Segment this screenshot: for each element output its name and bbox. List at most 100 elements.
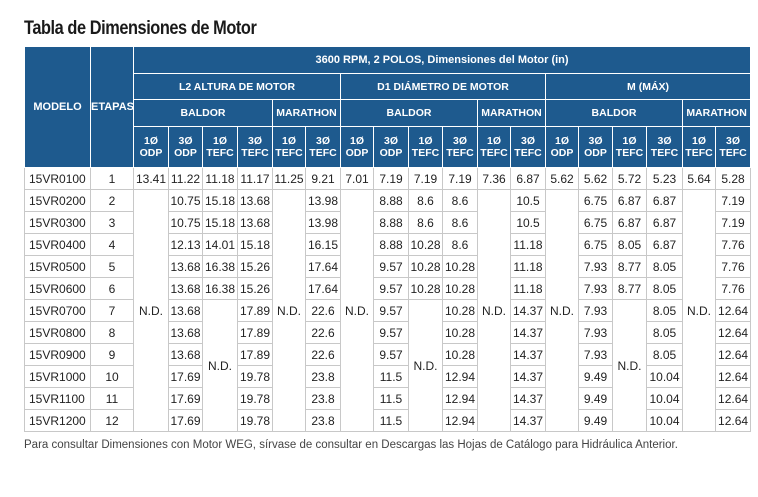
value-cell: 10.28 [408,255,443,278]
value-cell: 5.28 [714,167,752,190]
nd-cell: N.D. [545,189,579,432]
value-cell: 15.18 [202,211,238,234]
value-cell: 7.93 [578,255,613,278]
value-cell: 13.68 [237,211,273,234]
value-cell: 6.87 [612,189,647,212]
value-cell: 11.18 [202,167,238,190]
header-group-d1: D1 DIÁMETRO DE MOTOR [340,73,546,100]
value-cell: 10.04 [646,409,683,432]
header-type-label: TEFC [685,147,713,159]
value-cell: 22.6 [305,299,341,322]
header-type-p1-odp: 1Ø ODP [133,126,169,168]
model-cell: 15VR1100 [24,387,91,410]
value-cell: 9.57 [373,277,409,300]
motor-dimensions-table: MODELO ETAPAS 3600 RPM, 2 POLOS, Dimensi… [24,46,752,432]
model-cell: 15VR0200 [24,189,91,212]
stages-cell: 4 [90,233,134,256]
stages-cell: 10 [90,365,134,388]
header-phase-label: 1Ø [486,135,501,147]
stages-cell: 12 [90,409,134,432]
header-phase-label: 3Ø [383,135,398,147]
header-type-label: ODP [584,147,607,159]
nd-cell: N.D. [612,299,647,432]
header-type-p3-tefc: 3Ø TEFC [714,126,752,168]
table-row: 15VR0500 5 13.68 16.38 15.26 17.64 9.57 10.28 10… [24,255,752,278]
header-phase-label: 3Ø [520,135,535,147]
value-cell: 12.94 [442,409,478,432]
table-body: 15VR0100 1 13.41 11.22 11.18 11.17 11.25 9.21 7.… [24,167,752,432]
value-cell: 8.05 [646,277,683,300]
header-type-p3-odp: 3Ø ODP [168,126,203,168]
model-cell: 15VR0800 [24,321,91,344]
header-type-p3-odp: 3Ø ODP [373,126,409,168]
header-phase-label: 3Ø [452,135,467,147]
table-row: 15VR0300 3 10.75 15.18 13.68 13.98 8.88 8.6 8.6 1… [24,211,752,234]
value-cell: 7.93 [578,299,613,322]
header-phase-label: 1Ø [281,135,296,147]
value-cell: 12.64 [714,299,752,322]
value-cell: 10.04 [646,387,683,410]
header-type-p1-tefc: 1Ø TEFC [202,126,238,168]
value-cell: 23.8 [305,387,341,410]
value-cell: 13.68 [168,277,203,300]
value-cell: 12.64 [714,343,752,366]
page-title: Tabla de Dimensiones de Motor [24,18,257,39]
value-cell: 8.88 [373,211,409,234]
table-row: 15VR0700 7 13.68 N.D. 17.89 22.6 9.57 N.D. 10.28… [24,299,752,432]
value-cell: 12.64 [714,409,752,432]
value-cell: 14.37 [510,387,546,410]
header-type-p1-tefc: 1Ø TEFC [408,126,443,168]
stages-cell: 3 [90,211,134,234]
value-cell: 17.69 [168,365,203,388]
value-cell: 13.68 [168,321,203,344]
table-row: 15VR0900 9 13.68 17.89 22.6 9.57 10.28 14.37 7.9… [24,343,752,366]
value-cell: 17.89 [237,321,273,344]
value-cell: 11.5 [373,387,409,410]
value-cell: 9.57 [373,321,409,344]
value-cell: 9.49 [578,365,613,388]
nd-cell: N.D. [477,189,511,432]
header-phase-label: 3Ø [726,135,741,147]
header-type-label: TEFC [309,147,337,159]
value-cell: 17.69 [168,409,203,432]
header-type-label: TEFC [446,147,474,159]
value-cell: 12.94 [442,365,478,388]
header-type-label: TEFC [514,147,542,159]
value-cell: 8.77 [612,255,647,278]
value-cell: 7.36 [477,167,511,190]
value-cell: 17.64 [305,277,341,300]
value-cell: 10.75 [168,189,203,212]
value-cell: 16.38 [202,277,238,300]
header-brand-marathon: MARATHON [681,99,752,127]
header-type-label: ODP [379,147,403,159]
value-cell: 8.6 [408,211,443,234]
value-cell: 10.28 [442,277,478,300]
value-cell: 9.21 [305,167,341,190]
table-row: 15VR0600 6 13.68 16.38 15.26 17.64 9.57 10.28 10… [24,277,752,300]
header-type-p1-tefc: 1Ø TEFC [612,126,647,168]
value-cell: 5.62 [545,167,579,190]
value-cell: 12.64 [714,365,752,388]
model-cell: 15VR0100 [24,167,91,190]
stages-cell: 2 [90,189,134,212]
value-cell: 7.93 [578,321,613,344]
model-cell: 15VR1000 [24,365,91,388]
value-cell: 6.75 [578,233,613,256]
value-cell: 8.6 [442,233,478,256]
value-cell: 7.19 [714,189,752,212]
value-cell: 13.68 [237,189,273,212]
header-type-label: TEFC [719,147,747,159]
header-phase-label: 1Ø [143,135,158,147]
value-cell: 23.8 [305,365,341,388]
header-group-m: M (MÁX) [544,73,752,100]
value-cell: 17.89 [237,343,273,366]
header-type-p1-tefc: 1Ø TEFC [272,126,306,168]
header-type-p1-tefc: 1Ø TEFC [477,126,511,168]
header-etapas: ETAPAS [90,46,134,168]
value-cell: 19.78 [237,365,273,388]
header-type-label: TEFC [480,147,508,159]
value-cell: 10.28 [408,277,443,300]
value-cell: 6.87 [510,167,546,190]
value-cell: 17.64 [305,255,341,278]
table-row: 15VR1200 12 17.69 19.78 23.8 11.5 12.94 14.37 9.… [24,409,752,432]
